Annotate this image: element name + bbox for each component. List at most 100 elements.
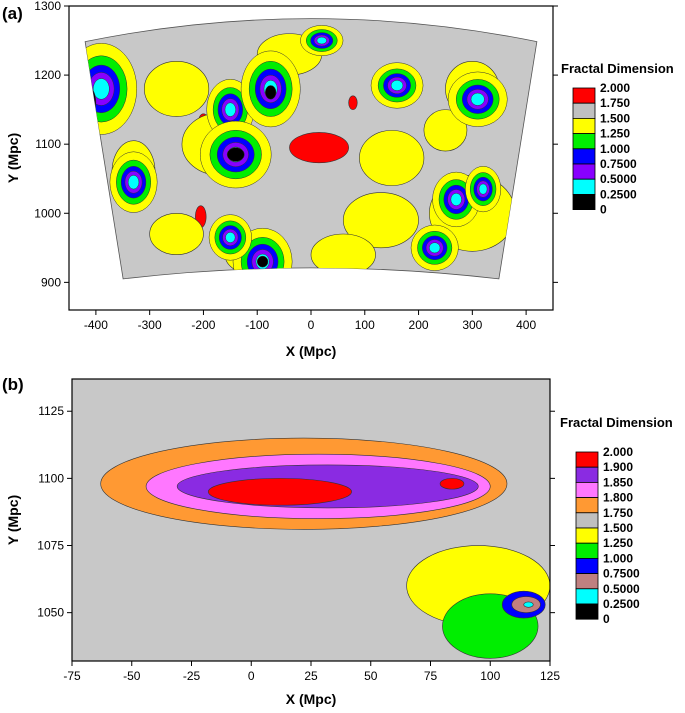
panel-b-x-axis-label: X (Mpc) <box>286 691 337 707</box>
x-tick-label: -50 <box>123 669 141 683</box>
legend-label: 0.7500 <box>603 567 640 581</box>
panel-a-y-axis-label: Y (Mpc) <box>5 133 21 183</box>
contour-region <box>439 478 465 490</box>
legend-swatch <box>575 527 599 544</box>
legend-label: 0.5000 <box>603 582 640 596</box>
y-tick-label: 900 <box>41 275 61 289</box>
panel-b-legend-title: Fractal Dimension <box>560 415 673 430</box>
contour-region <box>289 132 349 164</box>
legend-swatch <box>572 102 596 119</box>
legend-swatch <box>572 193 596 210</box>
contour-region <box>423 109 468 152</box>
legend-swatch <box>575 558 599 575</box>
legend-label: 0 <box>603 612 610 626</box>
panel-a-y-ticks: 900 1000 1100 1200 1300 <box>34 0 558 289</box>
legend-swatch <box>572 148 596 165</box>
legend-swatch <box>572 87 596 104</box>
legend-swatch <box>575 481 599 498</box>
legend-label: 1.000 <box>600 142 630 156</box>
x-tick-label: 100 <box>480 669 500 683</box>
legend-swatch <box>572 118 596 135</box>
x-tick-label: -200 <box>191 318 215 332</box>
legend-swatch <box>575 573 599 590</box>
legend-swatch <box>572 133 596 150</box>
legend-swatch <box>575 466 599 483</box>
y-tick-label: 1050 <box>37 606 64 620</box>
x-tick-label: 0 <box>308 318 315 332</box>
y-tick-label: 1000 <box>34 206 61 220</box>
panel-b: (b) -75 -50 -25 0 25 50 75 100 125 1050107511001… <box>2 375 673 707</box>
legend-label: 1.500 <box>600 111 630 125</box>
legend-swatch <box>572 163 596 180</box>
y-tick-label: 1125 <box>38 404 64 418</box>
legend-label: 0.2500 <box>600 187 637 201</box>
legend-swatch <box>575 603 599 620</box>
x-tick-label: -75 <box>63 669 81 683</box>
panel-a: (a) -400 -300 -200 -100 0 100 200 300 400 900 100… <box>2 0 674 359</box>
contour-band <box>225 232 236 243</box>
legend-label: 0.5000 <box>600 172 637 186</box>
panel-b-y-axis-label: Y (Mpc) <box>5 495 21 545</box>
contour-region <box>348 95 358 110</box>
x-tick-label: 125 <box>540 669 560 683</box>
legend-label: 1.900 <box>603 460 633 474</box>
x-tick-label: 0 <box>248 669 255 683</box>
x-tick-label: -300 <box>138 318 162 332</box>
legend-swatch <box>575 512 599 529</box>
x-tick-label: 100 <box>355 318 375 332</box>
contour-band <box>224 102 236 117</box>
contour-region <box>149 212 204 256</box>
legend-label: 1.750 <box>600 96 630 110</box>
panel-a-x-axis-label: X (Mpc) <box>286 343 337 359</box>
x-tick-label: 400 <box>516 318 536 332</box>
panel-a-legend-title: Fractal Dimension <box>561 61 674 76</box>
legend-label: 1.250 <box>603 536 633 550</box>
panel-a-label: (a) <box>2 4 23 23</box>
y-tick-label: 1300 <box>34 0 61 13</box>
legend-label: 2.000 <box>603 445 633 459</box>
x-tick-label: 200 <box>409 318 429 332</box>
legend-label: 1.800 <box>603 491 633 505</box>
x-tick-label: 25 <box>304 669 318 683</box>
legend-label: 1.250 <box>600 127 630 141</box>
contour-region <box>523 601 534 608</box>
legend-swatch <box>572 178 596 195</box>
contour-band <box>390 80 404 91</box>
x-tick-label: 75 <box>424 669 438 683</box>
panel-a-contour-regions <box>85 25 516 279</box>
x-tick-label: 300 <box>462 318 482 332</box>
contour-band <box>265 85 277 100</box>
legend-label: 1.000 <box>603 551 633 565</box>
contour-region <box>359 130 425 186</box>
contour-region <box>143 60 210 117</box>
y-tick-label: 1100 <box>35 137 61 151</box>
legend-swatch <box>575 497 599 514</box>
x-tick-label: -400 <box>84 318 108 332</box>
legend-swatch <box>575 451 599 468</box>
contour-band <box>478 183 488 195</box>
contour-region <box>207 478 352 506</box>
contour-band <box>127 175 140 190</box>
contour-band <box>256 255 269 268</box>
panel-a-x-ticks: -400 -300 -200 -100 0 100 200 300 400 <box>84 310 536 332</box>
legend-label: 1.850 <box>603 475 633 489</box>
legend-label: 0.7500 <box>600 157 637 171</box>
contour-band <box>429 242 441 254</box>
legend-label: 1.500 <box>603 521 633 535</box>
contour-band <box>226 147 245 162</box>
y-tick-label: 1200 <box>34 68 61 82</box>
x-tick-label: 50 <box>364 669 378 683</box>
panel-b-label: (b) <box>2 375 24 394</box>
contour-band <box>316 36 327 45</box>
legend-label: 0 <box>600 203 607 217</box>
y-tick-label: 1075 <box>37 539 64 553</box>
panel-b-x-ticks: -75 -50 -25 0 25 50 75 100 125 <box>63 661 560 683</box>
legend-label: 0.2500 <box>603 597 640 611</box>
x-tick-label: -100 <box>245 318 269 332</box>
legend-label: 2.000 <box>600 81 630 95</box>
y-tick-label: 1100 <box>38 471 64 485</box>
legend-label: 1.750 <box>603 506 633 520</box>
